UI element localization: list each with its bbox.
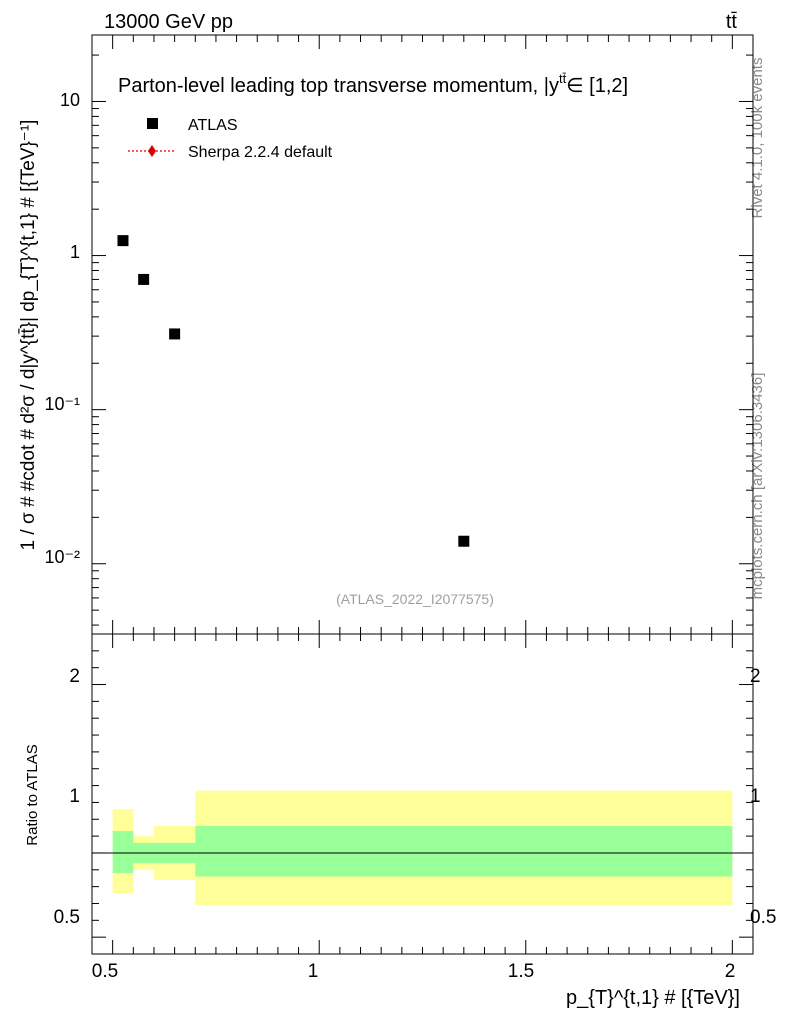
main-data-layer	[117, 235, 470, 547]
statistical-uncertainty-band	[195, 826, 733, 877]
ratio-ytick-label-right: 1	[750, 786, 761, 807]
statistical-uncertainty-band	[112, 831, 134, 874]
atlas-data-point	[169, 328, 181, 340]
xlabel: p_{T}^{t,1} # [{TeV}]	[566, 987, 740, 1009]
chart-title: Parton-level leading top transverse mome…	[118, 71, 628, 97]
xtick-label: 0.5	[92, 961, 118, 982]
ratio-panel: 0.5 1 2 0.5 1 2 0.5 1 1.5 2 Ratio to ATL…	[24, 633, 776, 1009]
xtick-label: 2	[725, 961, 736, 982]
chart-title-main: Parton-level leading top transverse mome…	[118, 75, 559, 97]
ratio-ytick-label-right: 2	[750, 666, 761, 687]
header-energy-label: 13000 GeV pp	[104, 11, 233, 33]
ratio-ytick-label: 0.5	[54, 907, 80, 928]
ratio-ticks	[91, 633, 754, 955]
main-panel: 10⁻² 10⁻¹ 1 10 Parton-level leading top …	[18, 34, 754, 635]
main-ytick-label: 10	[60, 90, 80, 110]
main-ticks	[91, 35, 754, 634]
ratio-ylabel: Ratio to ATLAS	[24, 744, 41, 845]
xtick-label: 1	[308, 961, 319, 982]
legend-sherpa-marker	[148, 145, 156, 157]
ratio-ytick-label: 1	[69, 786, 80, 807]
main-ylabel: 1 / σ # #cdot # d²σ / d|y^{tt̄}| dp_{T}^…	[18, 120, 39, 551]
atlas-data-point	[117, 235, 129, 247]
chart-title-superscript: tt̄	[559, 71, 567, 86]
analysis-watermark: (ATLAS_2022_I2077575)	[336, 591, 494, 607]
atlas-data-point	[138, 273, 150, 285]
legend-atlas-marker	[147, 118, 158, 129]
ratio-data-layer	[92, 790, 753, 906]
main-ytick-label: 1	[70, 242, 80, 262]
atlas-data-point	[458, 535, 470, 547]
ratio-ytick-label-right: 0.5	[750, 907, 776, 928]
side-text-rivet: Rivet 4.1.0, 100k events	[749, 58, 766, 219]
side-text-mcplots: mcplots.cern.ch [arXiv:1306.3436]	[749, 373, 766, 600]
main-ytick-label: 10⁻¹	[44, 394, 80, 414]
legend-atlas-label: ATLAS	[188, 117, 238, 134]
ratio-ytick-label: 2	[69, 666, 80, 687]
legend-sherpa-label: Sherpa 2.2.4 default	[188, 144, 333, 161]
chart-title-range: ∈ [1,2]	[566, 75, 628, 97]
header-process-label: tt̄	[726, 11, 738, 33]
main-ytick-label: 10⁻²	[44, 547, 80, 567]
xtick-label: 1.5	[508, 961, 534, 982]
